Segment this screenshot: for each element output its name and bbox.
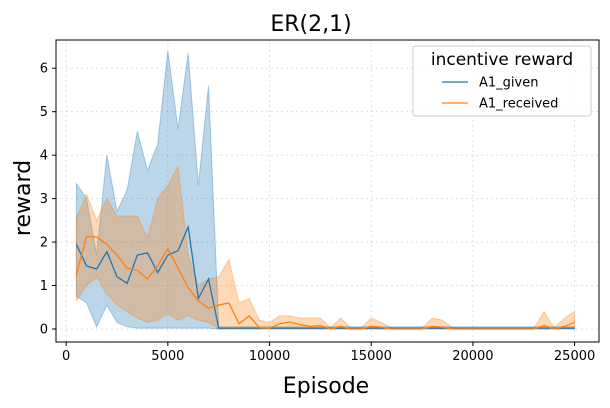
x-tick-label-3: 15000 — [351, 349, 392, 364]
y-tick-label-1: 1 — [40, 279, 48, 294]
x-tick-label-5: 25000 — [554, 349, 595, 364]
x-tick-label-2: 10000 — [249, 349, 290, 364]
legend-title: incentive reward — [431, 50, 573, 70]
series-line-A1_given — [75, 224, 575, 329]
legend-label-A1_given: A1_given — [479, 76, 538, 91]
x-tick-label-1: 5000 — [151, 349, 184, 364]
y-tick-label-0: 0 — [40, 322, 48, 337]
y-tick-label-3: 3 — [40, 192, 48, 207]
plot-frame — [55, 39, 600, 343]
y-axis-label: reward — [11, 160, 36, 236]
y-tick-label-5: 5 — [40, 105, 48, 120]
y-tick-label-6: 6 — [40, 62, 48, 77]
x-tick-label-4: 20000 — [452, 349, 493, 364]
series-line-A1_received — [75, 236, 575, 330]
legend: incentive reward A1_given A1_received — [412, 45, 592, 117]
y-tick-label-2: 2 — [40, 236, 48, 251]
legend-box — [412, 45, 592, 117]
x-tick-label-0: 0 — [62, 349, 70, 364]
series-band-A1_given — [75, 50, 576, 330]
series-band-A1_received — [75, 164, 576, 330]
x-axis-label: Episode — [283, 374, 369, 399]
legend-label-A1_received: A1_received — [479, 97, 558, 112]
y-tick-label-4: 4 — [40, 149, 48, 164]
chart-title: ER(2,1) — [270, 12, 351, 37]
